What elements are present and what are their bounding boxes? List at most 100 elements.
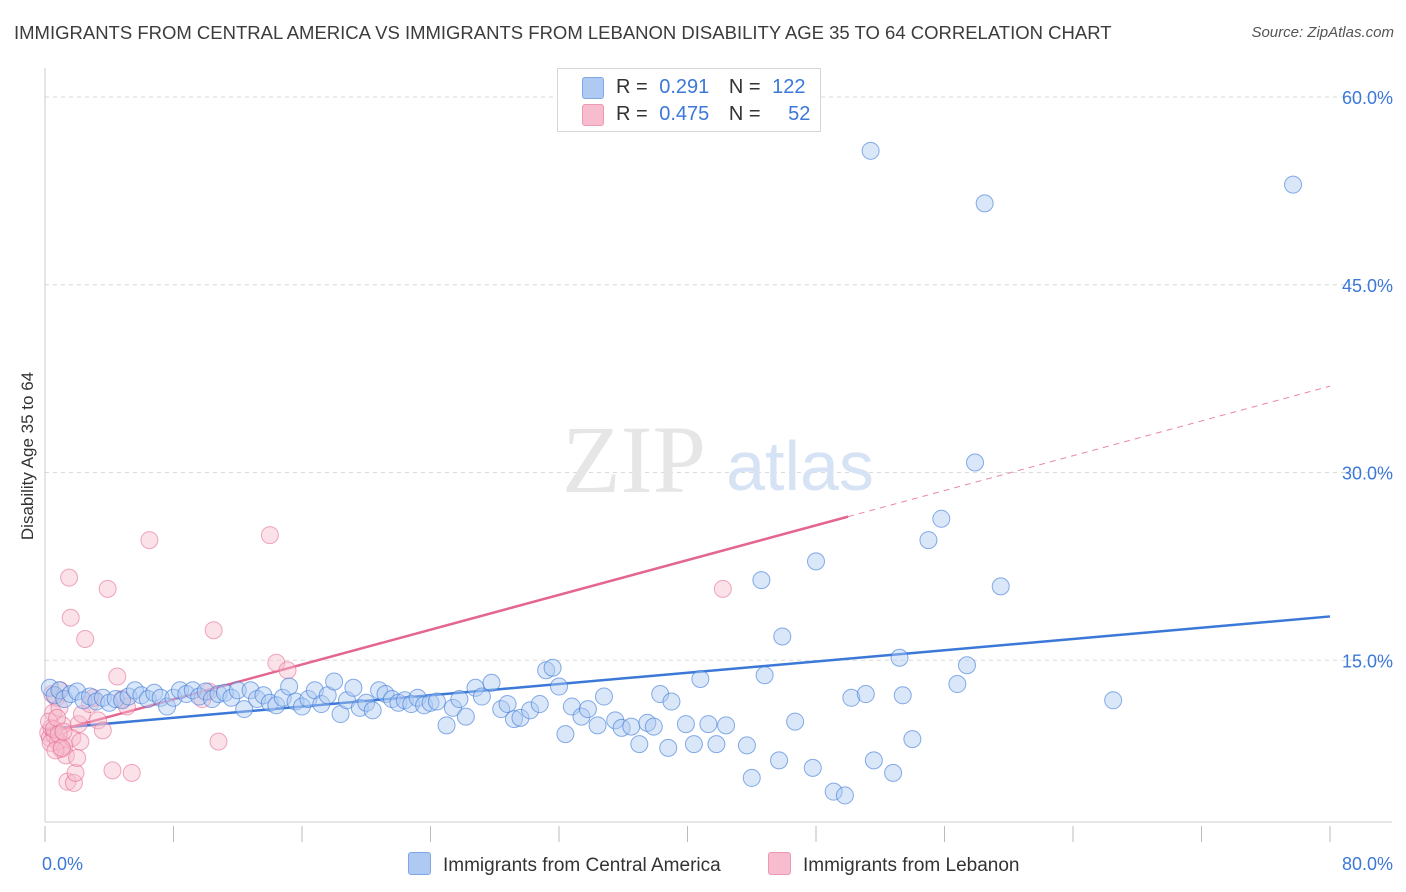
data-point-lebanon: [71, 732, 90, 751]
data-point-central-america: [550, 677, 568, 696]
data-point-central-america: [556, 725, 575, 744]
trend-line-lebanon-projection: [847, 385, 1331, 518]
data-point-central-america: [742, 768, 761, 787]
watermark-zip: ZIP: [562, 406, 706, 513]
data-point-central-america: [421, 693, 440, 712]
data-point-lebanon: [69, 715, 88, 734]
data-point-central-america: [151, 688, 170, 707]
data-point-lebanon: [89, 711, 108, 730]
data-point-central-america: [651, 685, 670, 704]
data-point-central-america: [325, 672, 344, 691]
data-point-central-america: [948, 675, 967, 694]
data-point-central-america: [630, 735, 649, 754]
data-point-lebanon: [68, 748, 87, 767]
data-point-lebanon: [49, 725, 68, 744]
data-point-central-america: [966, 453, 985, 472]
data-point-central-america: [427, 692, 446, 711]
data-point-central-america: [235, 700, 254, 719]
data-point-central-america: [717, 716, 736, 735]
data-point-central-america: [755, 666, 774, 685]
data-point-central-america: [344, 678, 363, 697]
data-point-central-america: [835, 786, 854, 805]
data-point-central-america: [676, 715, 695, 734]
data-point-lebanon: [103, 761, 122, 780]
data-point-lebanon: [260, 526, 279, 545]
data-point-lebanon: [52, 738, 71, 757]
data-point-central-america: [842, 688, 861, 707]
data-point-central-america: [50, 681, 69, 700]
legend-r-value: 0.291: [659, 76, 710, 98]
data-point-lebanon: [108, 667, 127, 686]
data-point-central-america: [861, 141, 880, 160]
data-point-central-america: [659, 738, 678, 757]
data-point-central-america: [893, 686, 912, 705]
data-point-central-america: [856, 685, 875, 704]
data-point-central-america: [991, 577, 1010, 596]
data-point-central-america: [543, 658, 562, 677]
data-point-lebanon: [60, 568, 79, 587]
data-point-central-america: [786, 712, 805, 731]
data-point-central-america: [312, 695, 331, 714]
data-point-central-america: [482, 673, 501, 692]
bottom-legend-swatch-blue: [408, 852, 431, 875]
data-point-central-america: [254, 686, 273, 705]
data-point-central-america: [691, 670, 710, 689]
legend: R = 0.291 N = 122 R = 0.475 N = 52: [557, 68, 821, 132]
legend-row-blue: R = 0.291 N = 122: [616, 76, 806, 99]
data-point-central-america: [228, 681, 247, 700]
data-point-central-america: [770, 751, 789, 770]
data-point-central-america: [1284, 175, 1303, 194]
y-tick-label: 30.0%: [1342, 464, 1393, 484]
data-point-central-america: [803, 758, 822, 777]
data-point-central-america: [472, 687, 491, 706]
data-point-central-america: [267, 696, 286, 715]
x-tick-label: 80.0%: [1342, 854, 1393, 874]
data-point-central-america: [824, 782, 843, 801]
source-label: Source: ZipAtlas.com: [1251, 24, 1394, 41]
bottom-legend-label: Immigrants from Central America: [443, 855, 721, 876]
data-point-central-america: [684, 735, 703, 754]
data-point-central-america: [450, 690, 469, 709]
bottom-legend-central-america: Immigrants from Central America: [408, 852, 721, 877]
legend-r-value: 0.475: [659, 103, 710, 125]
data-point-central-america: [622, 717, 641, 736]
data-point-lebanon: [98, 579, 117, 598]
data-point-lebanon: [713, 579, 732, 598]
data-point-central-america: [890, 648, 909, 667]
chart-title: IMMIGRANTS FROM CENTRAL AMERICA VS IMMIG…: [14, 22, 1112, 43]
data-point-lebanon: [54, 722, 73, 741]
legend-n-label: N =: [728, 103, 761, 125]
data-point-central-america: [919, 531, 938, 550]
bottom-legend-swatch-pink: [768, 852, 791, 875]
legend-row-pink: R = 0.475 N = 52: [616, 103, 810, 126]
data-point-central-america: [606, 711, 625, 730]
trend-line-central-america: [44, 615, 1331, 731]
tick-labels: 15.0% 30.0% 45.0% 60.0% 0.0% 80.0%: [42, 88, 1393, 874]
bottom-legend-lebanon: Immigrants from Lebanon: [768, 852, 1020, 877]
data-point-central-america: [578, 700, 597, 719]
data-point-central-america: [45, 686, 64, 705]
data-point-central-america: [884, 763, 903, 782]
watermark-atlas: atlas: [726, 427, 874, 505]
data-point-lebanon: [209, 732, 228, 751]
data-point-central-america: [363, 701, 382, 720]
data-point-lebanon: [204, 621, 223, 640]
legend-r-label: R =: [616, 76, 648, 98]
data-point-central-america: [807, 552, 825, 571]
data-point-central-america: [511, 708, 530, 727]
legend-n-value: 122: [772, 76, 806, 98]
data-point-central-america: [158, 697, 177, 716]
x-tick-label: 0.0%: [42, 854, 83, 874]
axes: [44, 68, 1392, 842]
data-point-lebanon: [122, 763, 141, 782]
data-point-central-america: [443, 698, 462, 717]
data-point-lebanon: [93, 721, 112, 740]
data-point-central-america: [699, 715, 718, 734]
data-point-lebanon: [66, 763, 85, 782]
legend-n-label: N =: [728, 76, 761, 98]
data-point-central-america: [562, 697, 581, 716]
data-point-central-america: [662, 692, 681, 711]
data-point-central-america: [594, 687, 613, 706]
data-point-central-america: [437, 716, 456, 735]
data-point-central-america: [864, 751, 883, 770]
